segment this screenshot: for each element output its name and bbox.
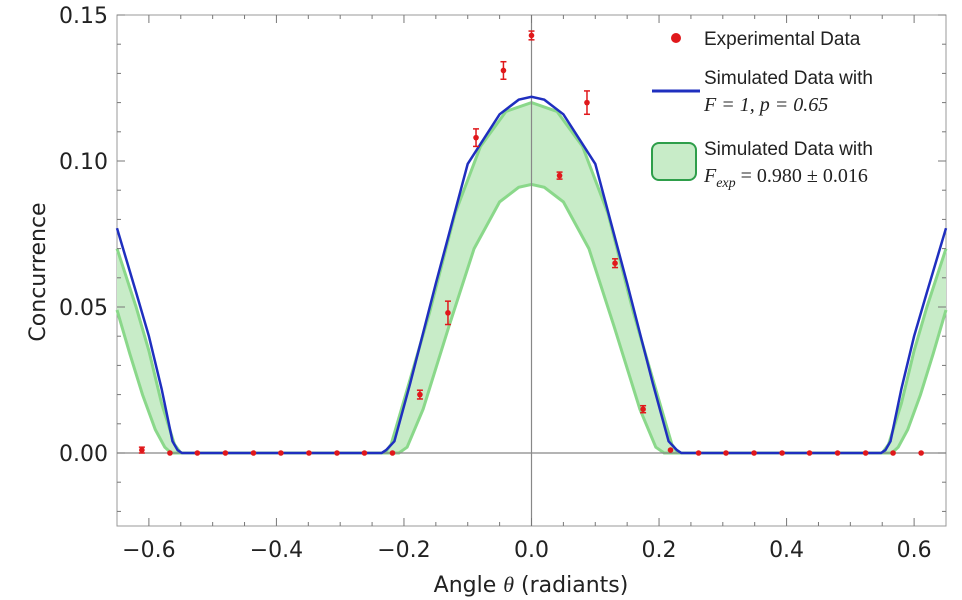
x-tick-label: 0.0 [514,538,549,563]
data-point [723,450,729,456]
legend: Experimental Data Simulated Data with F … [651,29,873,191]
x-tick-label: −0.2 [377,538,430,563]
data-point [278,450,284,456]
tick-layer: −0.6 −0.4 −0.2 0.0 0.2 0.4 0.6 0.00 0.05 0.10 0.15 [59,4,946,563]
line-layer [115,95,948,455]
data-point [250,450,257,456]
data-point [779,450,785,456]
x-tick-label: 0.2 [642,538,677,563]
legend-line-label-2: F = 1, p = 0.65 [703,94,828,116]
data-point [139,447,145,453]
data-point [445,310,451,316]
legend-points-label: Experimental Data [704,29,861,50]
x-axis-title-suffix: (radiants) [514,573,628,598]
legend-line-label-1: Simulated Data with [704,68,873,89]
data-point [473,134,479,141]
data-point [500,67,507,74]
y-tick-label: 0.05 [59,296,108,321]
y-tick-label: 0.15 [59,4,108,29]
data-point [334,450,340,456]
data-point [584,99,590,106]
legend-band-swatch [651,142,697,181]
data-point [417,391,423,398]
y-axis-title: Concurrence [26,202,51,341]
legend-band-label-2-post: = 0.980 ± 0.016 [736,165,868,187]
data-point [222,450,229,456]
data-point [528,32,535,39]
data-point [918,450,924,456]
data-point [862,450,869,456]
legend-band-label-2-sub: exp [716,176,735,191]
data-point [556,172,563,179]
point-layer [138,30,924,456]
data-point [361,450,368,456]
y-tick-label: 0.00 [59,442,108,467]
x-axis-title: Angle θ (radiants) [434,572,629,598]
data-point [389,450,396,456]
sim-line [115,95,948,455]
data-point [806,450,813,456]
x-axis-title-prefix: Angle [434,573,504,598]
data-point [890,450,896,456]
data-point [194,450,201,456]
x-tick-label: −0.4 [250,538,303,563]
data-point [667,447,674,453]
data-point [695,450,702,456]
legend-points-marker [671,33,681,43]
data-point [612,260,618,267]
y-tick-label: 0.10 [59,150,108,175]
data-point [640,406,646,413]
data-point [306,450,312,456]
x-tick-label: 0.4 [769,538,804,563]
data-point [167,450,173,456]
legend-band-label-2: Fexp = 0.980 ± 0.016 [703,165,868,191]
x-axis-title-symbol: θ [503,572,514,597]
data-point [751,450,757,456]
legend-band-label-1: Simulated Data with [704,139,873,160]
legend-band-label-2-pre: F [703,165,717,187]
data-point [834,450,841,456]
x-tick-label: 0.6 [897,538,932,563]
x-tick-label: −0.6 [122,538,175,563]
